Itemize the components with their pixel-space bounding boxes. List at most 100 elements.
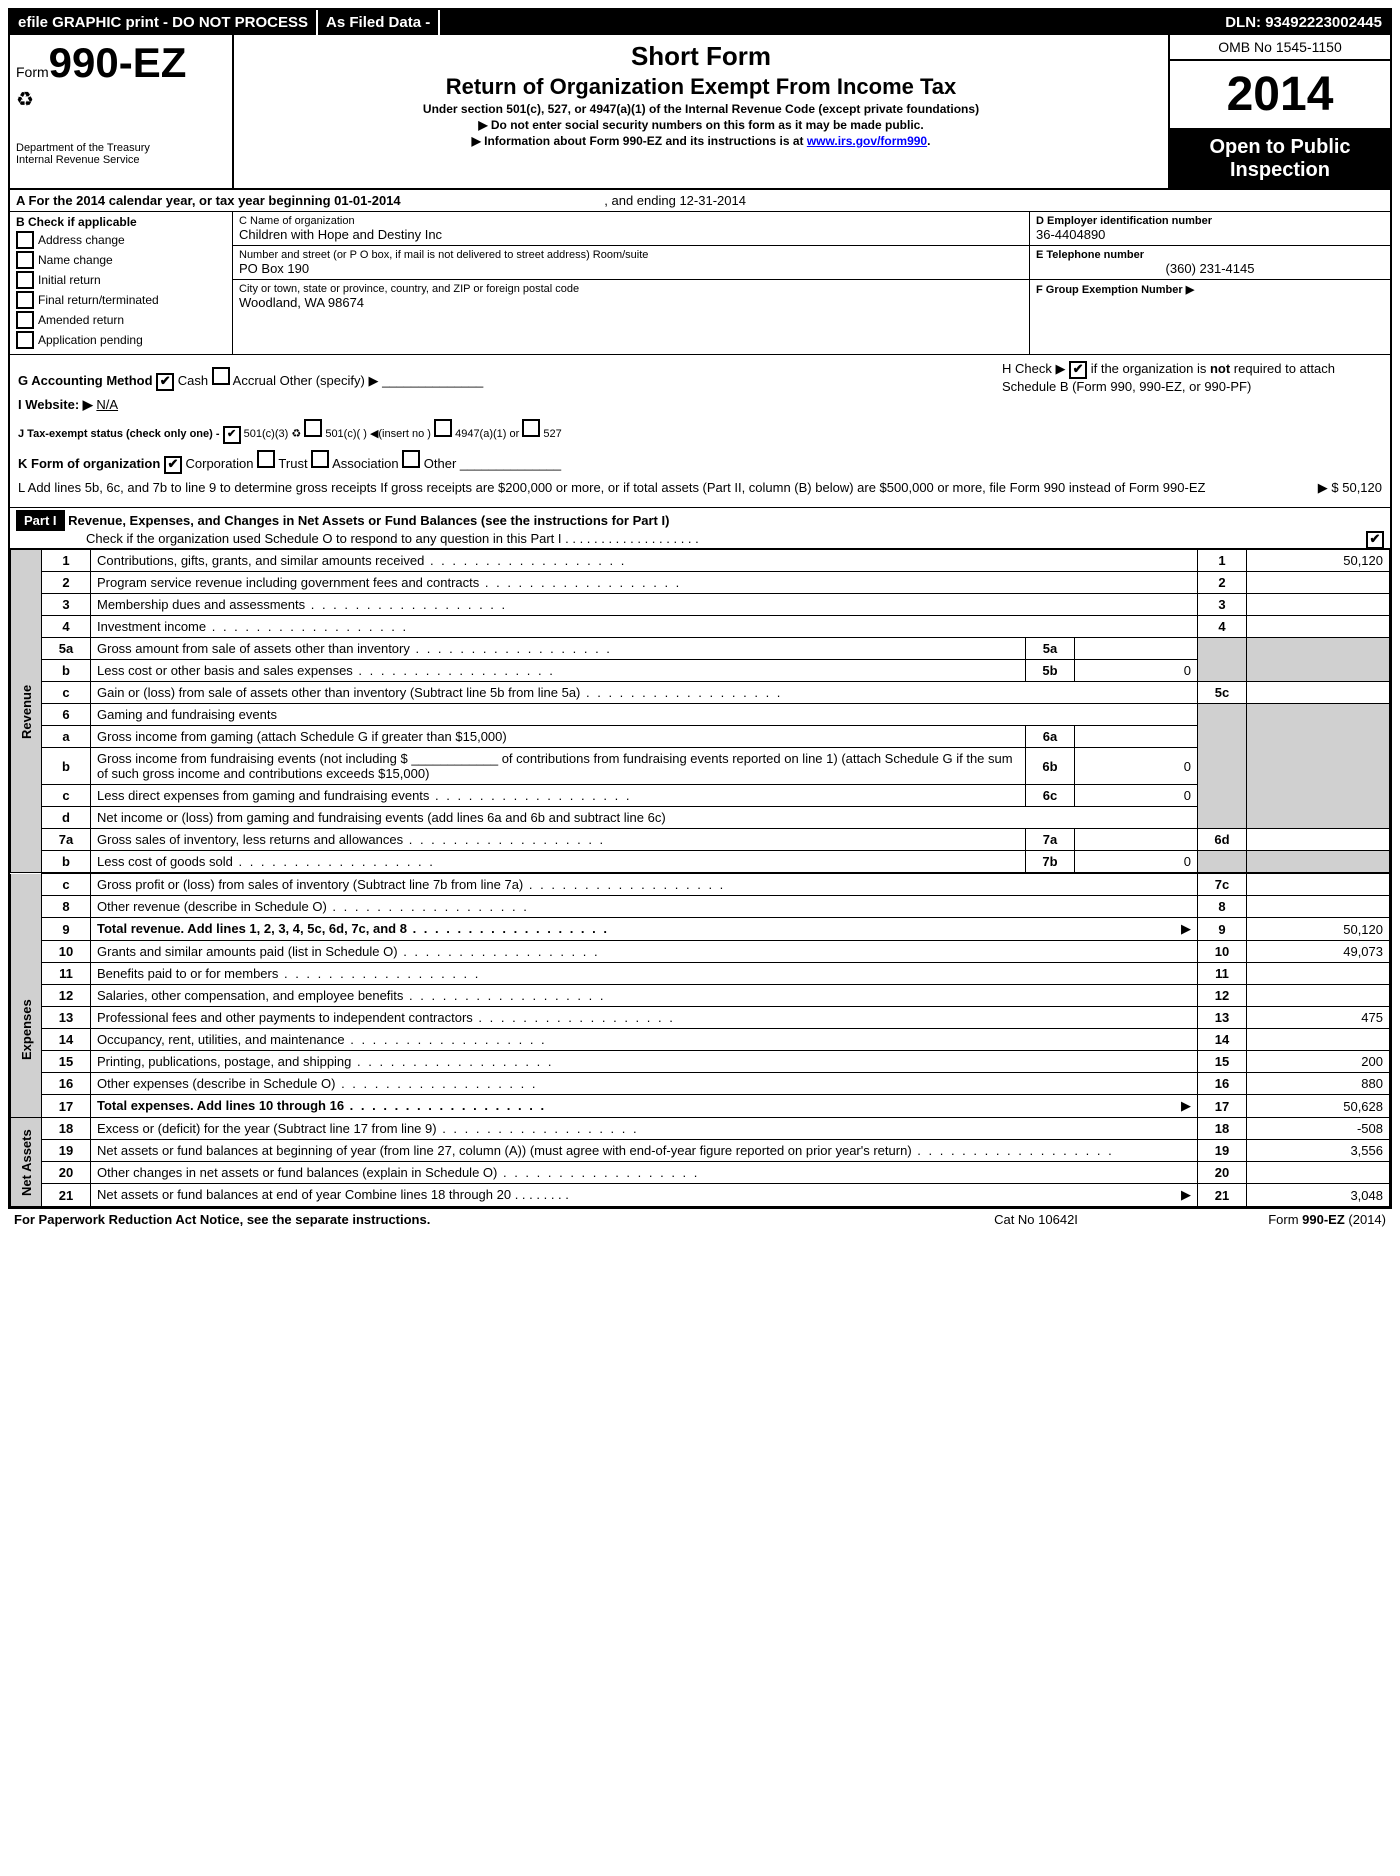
chk-amended[interactable]: [16, 311, 34, 329]
ln19-n: 19: [42, 1140, 91, 1162]
ln12-n: 12: [42, 985, 91, 1007]
col-b: B Check if applicable Address change Nam…: [10, 212, 233, 354]
k2: Trust: [275, 456, 311, 471]
ln10-bn: 10: [1198, 941, 1247, 963]
ln18-n: 18: [42, 1118, 91, 1140]
chk-corp[interactable]: ✔: [164, 456, 182, 474]
ln4-n: 4: [42, 616, 91, 638]
part1-badge: Part I: [16, 510, 65, 531]
row-a-end: , and ending 12-31-2014: [604, 193, 746, 208]
row-a: A For the 2014 calendar year, or tax yea…: [10, 190, 1390, 212]
chk-501c[interactable]: [304, 419, 322, 437]
col-c: C Name of organization Children with Hop…: [233, 212, 1029, 354]
ln18-t: Excess or (deficit) for the year (Subtra…: [97, 1121, 639, 1136]
ln6b-sn: 6b: [1026, 748, 1075, 785]
gray-7: [1198, 851, 1247, 873]
ln1-bn: 1: [1198, 550, 1247, 572]
ln4-t: Investment income: [97, 619, 408, 634]
ln6d-bn: 6d: [1198, 829, 1247, 851]
recycle-icon-2: ♻: [291, 428, 301, 440]
ln16-n: 16: [42, 1073, 91, 1095]
i-line: I Website: ▶ N/A: [18, 397, 1382, 413]
ln2-amt: [1247, 572, 1390, 594]
ln7b-n: b: [42, 851, 91, 873]
header-row: Form990-EZ ♻ Department of the Treasury …: [10, 35, 1390, 190]
ln17-amt: 50,628: [1247, 1095, 1390, 1118]
side-netassets: Net Assets: [11, 1118, 42, 1207]
c-addr-lbl: Number and street (or P O box, if mail i…: [239, 249, 1023, 261]
chk-527[interactable]: [522, 419, 540, 437]
chk-trust[interactable]: [257, 450, 275, 468]
chk-address[interactable]: [16, 231, 34, 249]
l-line: L Add lines 5b, 6c, and 7b to line 9 to …: [18, 480, 1382, 495]
ln6c-samt: 0: [1075, 785, 1198, 807]
k3: Association: [329, 456, 402, 471]
topbar-spacer: [440, 10, 1217, 35]
ln8-amt: [1247, 896, 1390, 918]
ln6-t: Gaming and fundraising events: [91, 704, 1198, 726]
ln6a-sn: 6a: [1026, 726, 1075, 748]
form-prefix: Form: [16, 64, 49, 80]
chk-assoc[interactable]: [311, 450, 329, 468]
ln7c-amt: [1247, 874, 1390, 896]
ln12-bn: 12: [1198, 985, 1247, 1007]
dln-label: DLN: 93492223002445: [1217, 10, 1390, 35]
ln6c-t: Less direct expenses from gaming and fun…: [97, 788, 631, 803]
gray-7b: [1247, 851, 1390, 873]
row-a-pre: A For the 2014 calendar year, or tax yea…: [16, 193, 401, 208]
d-ein-lbl: D Employer identification number: [1036, 215, 1212, 227]
chk-h[interactable]: ✔: [1069, 361, 1087, 379]
ln20-n: 20: [42, 1162, 91, 1184]
h-mid: if the organization is: [1091, 361, 1210, 376]
chk-other[interactable]: [402, 450, 420, 468]
irs-link[interactable]: www.irs.gov/form990: [807, 134, 927, 148]
ln5b-t: Less cost or other basis and sales expen…: [97, 663, 555, 678]
chk-initial[interactable]: [16, 271, 34, 289]
ln9-n: 9: [42, 918, 91, 941]
ln6b-n: b: [42, 748, 91, 785]
h-pre: H Check ▶: [1002, 361, 1065, 376]
ln6b-t: Gross income from fundraising events (no…: [91, 748, 1026, 785]
ln7a-sn: 7a: [1026, 829, 1075, 851]
arrow2-post: .: [927, 134, 930, 148]
c-city-lbl: City or town, state or province, country…: [239, 283, 1023, 295]
ln8-t: Other revenue (describe in Schedule O): [97, 899, 529, 914]
i-val: N/A: [96, 397, 118, 412]
g-lbl: G Accounting Method: [18, 373, 156, 388]
ln7a-n: 7a: [42, 829, 91, 851]
chk-accrual[interactable]: [212, 367, 230, 385]
chk-name[interactable]: [16, 251, 34, 269]
ln21-amt: 3,048: [1247, 1184, 1390, 1207]
chk-501c3[interactable]: ✔: [223, 426, 241, 444]
chk-cash[interactable]: ✔: [156, 373, 174, 391]
ln10-n: 10: [42, 941, 91, 963]
ln8-n: 8: [42, 896, 91, 918]
ln6b-samt: 0: [1075, 748, 1198, 785]
ln6a-n: a: [42, 726, 91, 748]
chk-final[interactable]: [16, 291, 34, 309]
lbl-pending: Application pending: [38, 333, 143, 347]
k-lbl: K Form of organization: [18, 456, 164, 471]
ln19-t: Net assets or fund balances at beginning…: [97, 1143, 1114, 1158]
ln17-n: 17: [42, 1095, 91, 1118]
chk-part1-scho[interactable]: ✔: [1366, 531, 1384, 549]
chk-pending[interactable]: [16, 331, 34, 349]
recycle-icon: ♻: [16, 87, 34, 112]
footer: For Paperwork Reduction Act Notice, see …: [8, 1209, 1392, 1230]
ln20-t: Other changes in net assets or fund bala…: [97, 1165, 699, 1180]
chk-4947[interactable]: [434, 419, 452, 437]
ln9-amt: 50,120: [1247, 918, 1390, 941]
gray-5: [1198, 638, 1247, 682]
ln5b-sn: 5b: [1026, 660, 1075, 682]
ln2-bn: 2: [1198, 572, 1247, 594]
footer-left: For Paperwork Reduction Act Notice, see …: [14, 1212, 886, 1227]
i-lbl: I Website: ▶: [18, 397, 96, 412]
ln11-bn: 11: [1198, 963, 1247, 985]
irs-label: Internal Revenue Service: [16, 154, 226, 166]
c-city-val: Woodland, WA 98674: [239, 295, 1023, 310]
ln5a-samt: [1075, 638, 1198, 660]
lbl-name: Name change: [38, 253, 113, 267]
ln6d-t: Net income or (loss) from gaming and fun…: [91, 807, 1198, 829]
ln3-bn: 3: [1198, 594, 1247, 616]
ln9-t: Total revenue. Add lines 1, 2, 3, 4, 5c,…: [97, 921, 609, 936]
